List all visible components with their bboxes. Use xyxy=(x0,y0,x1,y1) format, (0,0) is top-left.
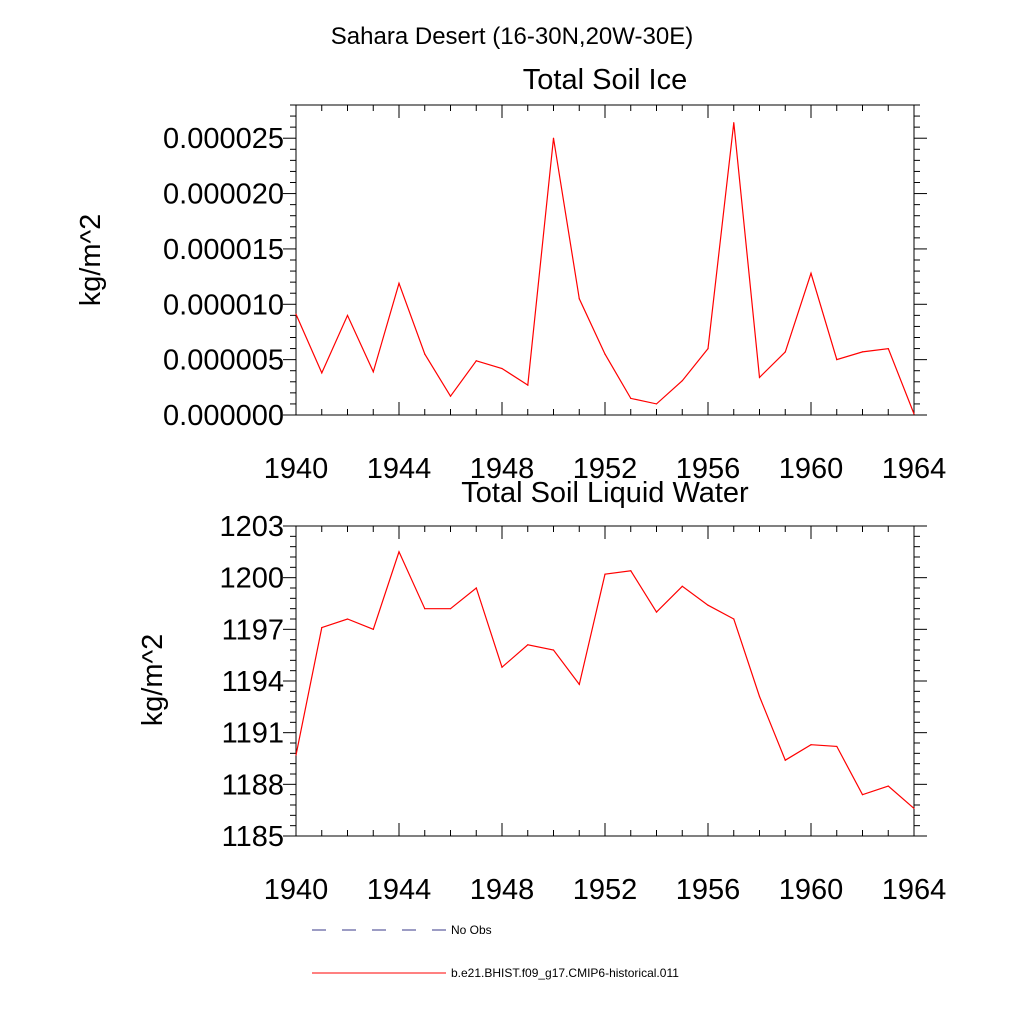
y-tick-label: 0.000015 xyxy=(163,234,284,266)
data-point xyxy=(346,618,349,620)
data-point xyxy=(321,372,323,374)
y-tick-label: 0.000010 xyxy=(163,289,284,321)
data-point xyxy=(758,376,761,378)
data-point xyxy=(630,570,632,572)
plot-frame xyxy=(295,104,915,416)
series-line xyxy=(295,550,915,809)
data-point xyxy=(836,745,838,748)
x-tick-label: 1952 xyxy=(573,874,638,906)
chart-panel-soil-ice: Total Soil Ice kg/m^2 1940 1944 1948 1952 19… xyxy=(75,64,946,485)
y-tick-label: 0.000025 xyxy=(163,123,284,155)
series-line xyxy=(295,122,915,415)
data-point xyxy=(527,384,529,386)
x-tick-label: 1956 xyxy=(676,453,741,485)
x-tick-label: 1948 xyxy=(470,453,535,485)
data-point xyxy=(810,272,812,274)
data-point xyxy=(552,649,555,651)
data-point xyxy=(398,282,400,284)
data-point xyxy=(424,608,426,610)
data-point xyxy=(604,573,606,575)
data-point xyxy=(449,395,452,397)
data-point xyxy=(501,367,503,370)
data-point xyxy=(707,604,709,606)
data-point xyxy=(861,794,864,796)
y-tick-label: 1185 xyxy=(222,821,284,853)
chart-title: Total Soil Ice xyxy=(523,64,687,96)
data-point xyxy=(475,587,477,589)
y-axis-label: kg/m^2 xyxy=(75,214,107,307)
data-point xyxy=(604,353,606,355)
data-point xyxy=(501,666,503,668)
x-tick-label: 1944 xyxy=(367,874,432,906)
data-point xyxy=(655,611,658,613)
data-point xyxy=(527,644,529,646)
legend-label-model: b.e21.BHIST.f09_g17.CMIP6-historical.011 xyxy=(451,966,679,980)
y-tick-label: 1191 xyxy=(222,718,284,750)
data-point xyxy=(295,754,297,756)
data-point xyxy=(578,683,580,686)
data-point xyxy=(475,360,477,362)
data-point xyxy=(836,359,838,361)
data-point xyxy=(681,380,683,382)
data-point xyxy=(887,785,889,787)
y-tick-label: 0.000000 xyxy=(163,400,284,432)
y-tick-label: 0.000005 xyxy=(163,345,284,377)
legend: No Obs b.e21.BHIST.f09_g17.CMIP6-histori… xyxy=(312,923,679,980)
data-point xyxy=(913,807,915,810)
x-tick-label: 1944 xyxy=(367,453,432,485)
data-point xyxy=(733,122,735,124)
x-tick-label: 1960 xyxy=(779,874,844,906)
data-point xyxy=(913,413,915,415)
data-point xyxy=(449,608,452,610)
chart-panel-soil-liquid-water: Total Soil Liquid Water kg/m^2 1940 1944 1… xyxy=(137,477,946,906)
x-tick-label: 1952 xyxy=(573,453,638,485)
data-point xyxy=(372,628,374,630)
data-point xyxy=(887,347,889,350)
data-point xyxy=(707,347,709,350)
data-point xyxy=(784,351,786,353)
x-tick-label: 1964 xyxy=(882,453,947,485)
figure-title: Sahara Desert (16-30N,20W-30E) xyxy=(331,23,693,50)
y-tick-label: 1197 xyxy=(222,614,284,646)
data-point xyxy=(295,313,297,315)
y-tick-label: 1194 xyxy=(222,666,284,698)
y-tick-label: 1203 xyxy=(219,511,284,543)
plot-area: 1940 1944 1948 1952 1956 1960 1964 1185 1188 1191… xyxy=(219,511,946,906)
data-point xyxy=(321,627,323,629)
x-tick-label: 1956 xyxy=(676,874,741,906)
y-axis-label: kg/m^2 xyxy=(137,634,169,727)
y-tick-label: 1200 xyxy=(219,563,284,595)
data-point xyxy=(784,759,786,761)
x-tick-label: 1964 xyxy=(882,874,947,906)
data-point xyxy=(552,137,555,139)
legend-label-no-obs: No Obs xyxy=(451,923,492,937)
data-point xyxy=(861,351,864,353)
x-tick-label: 1940 xyxy=(264,453,329,485)
plot-frame xyxy=(295,525,915,837)
data-point xyxy=(346,314,349,316)
data-point xyxy=(398,551,400,553)
y-tick-label: 0.000020 xyxy=(163,179,284,211)
y-tick-label: 1188 xyxy=(222,769,284,801)
data-point xyxy=(372,371,374,373)
data-point xyxy=(655,403,658,405)
chart-title: Total Soil Liquid Water xyxy=(461,477,749,509)
data-point xyxy=(630,397,632,399)
x-tick-label: 1940 xyxy=(264,874,329,906)
data-point xyxy=(733,618,735,620)
data-point xyxy=(810,744,812,746)
data-point xyxy=(681,585,683,587)
plot-area: 1940 1944 1948 1952 1956 1960 1964 0.000000 0.00… xyxy=(163,104,947,485)
data-point xyxy=(578,298,580,300)
data-point xyxy=(424,353,426,355)
x-tick-label: 1948 xyxy=(470,874,535,906)
data-point xyxy=(758,695,761,698)
x-tick-label: 1960 xyxy=(779,453,844,485)
